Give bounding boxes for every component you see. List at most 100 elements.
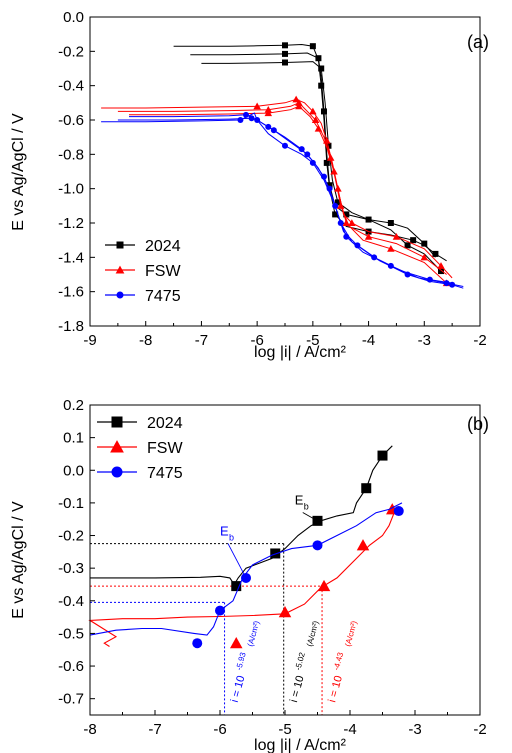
panel-b-x-tick-label: -6 [213, 721, 226, 738]
panel-a-series-2024-point [365, 216, 372, 223]
panel-a-series-7475-point [237, 117, 244, 123]
panel-b-series-7475-point [215, 605, 225, 616]
panel-a-series-7475-point [443, 280, 450, 287]
panel-a-legend-label: 7475 [145, 288, 181, 305]
panel-a-series-FSW-point [326, 154, 335, 161]
panel-b-current-label: i = 10 -4.43 (A/cm²) [326, 620, 359, 704]
panel-a-x-tick-label: -7 [195, 332, 208, 349]
panel-a-y-tick-label: -1.6 [58, 284, 84, 301]
panel-a-y-tick-label: -1.8 [58, 318, 84, 335]
panel-a-series-7475-point [321, 173, 327, 180]
panel-a-y-tick-label: -0.2 [58, 43, 84, 60]
panel-b-eb-subscript: b [229, 533, 234, 543]
panel-a-series-2024-point [282, 50, 288, 57]
panel-a-series-FSW-point [330, 167, 338, 175]
panel-b-current-base: i = 10 [288, 674, 307, 703]
panel-b-series-2024-point [231, 581, 242, 592]
panel-a-legend-label: FSW [145, 263, 181, 280]
panel-a-series-FSW-point [253, 102, 261, 110]
panel-a-x-tick-label: -3 [418, 332, 431, 349]
panel-b-current-base: i = 10 [229, 674, 248, 703]
panel-a-y-tick-label: -0.4 [58, 78, 84, 95]
panel-b-current-label: i = 10 -5.02 (A/cm²) [288, 620, 321, 704]
panel-b-y-tick-label: -0.2 [58, 528, 84, 545]
panel-b-series-FSW-point [230, 636, 243, 649]
panel-a-series-7475-point [282, 142, 288, 149]
panel-a-legend-marker [116, 241, 124, 249]
panel-b-current-unit: (A/cm²) [343, 620, 359, 648]
panel-b-series-2024-point [361, 483, 372, 494]
panel-a-legend-marker [116, 291, 124, 299]
panel-b-guide-lines [90, 543, 323, 715]
panel-a-series-2024-point [318, 65, 325, 72]
panel-a-series-FSW-point [364, 232, 373, 240]
panel-a-series-7475-curve [117, 117, 464, 287]
panel-b-series-7475-point [393, 506, 404, 517]
panel-b-legend-label: 2024 [147, 415, 183, 432]
panel-b-eb-arrow [227, 543, 247, 579]
panel-b-ticks: -8 -7 -6 -5 -4 -3 -2 0.2 0.1 0.0 -0.1 -0.2 -0.3 -0.4 -… [58, 397, 487, 738]
panel-a-y-tick-label: -1.2 [58, 215, 84, 232]
panel-b-legend-label: FSW [147, 440, 183, 457]
panel-b-current-unit: (A/cm²) [246, 620, 262, 648]
panel-b-series-FSW-point [356, 539, 370, 551]
panel-a-y-tick-label: 0.0 [63, 9, 84, 26]
panel-a-series-7475-point [304, 151, 311, 158]
panel-b-x-tick-label: -8 [83, 721, 96, 738]
panel-a-series-FSW-point [314, 124, 323, 132]
panel-b-marks [88, 445, 404, 649]
panel-a-x-tick-label: -8 [139, 332, 152, 349]
panel-b-x-tick-label: -2 [473, 721, 486, 738]
panel-b-series-2024-point [377, 450, 388, 461]
panel-a-series-2024-point [315, 55, 322, 62]
panel-b-x-tick-label: -5 [278, 721, 291, 738]
panel-b-current-exponent: -5.02 [293, 651, 307, 671]
panel-a-marks [101, 42, 464, 289]
panel-a-y-tick-label: -1.4 [58, 249, 84, 266]
panel-b-series-7475-point [192, 638, 203, 649]
panel-a-series-FSW-curve [129, 105, 447, 284]
panel-a-series-FSW-point [387, 245, 395, 252]
panel-b-label: (b) [467, 414, 489, 434]
panel-a-series-2024-point [334, 199, 341, 206]
panel-a-y-tick-label: -1.0 [58, 181, 84, 198]
panel-b-current-unit: (A/cm²) [305, 620, 321, 648]
panel-b-y-tick-label: -0.7 [58, 691, 84, 708]
panel-a-ticks: -9 -8 -7 -6 -5 -4 -3 -2 0.0 -0.2 -0.4 -0.6 -0.8 -1.0 -… [58, 9, 487, 349]
panel-a-series-7475-point [426, 276, 433, 283]
panel-b-x-axis-label: log |i| / A/cm² [254, 737, 347, 753]
panel-a-x-axis-label: log |i| / A/cm² [254, 344, 347, 361]
panel-b-legend-marker [110, 440, 124, 453]
panel-b-eb-subscript: b [304, 502, 309, 512]
panel-a-series-2024-point [326, 182, 333, 189]
panel-b-y-tick-label: -0.1 [58, 495, 84, 512]
panel-b-y-tick-label: 0.0 [63, 462, 84, 479]
panel-a-series-FSW-point [295, 102, 303, 110]
panel-a-series-FSW-point [264, 105, 273, 113]
panel-a-series-FSW-point [309, 107, 317, 115]
panel-a-series-2024-point [318, 82, 325, 89]
panel-a-series-FSW-point [348, 219, 356, 226]
panel-a-series-2024-point [438, 268, 444, 275]
panel-b-y-tick-label: 0.1 [63, 430, 84, 447]
panel-b-y-tick-label: -0.5 [58, 625, 84, 642]
panel-a-series-7475-point [371, 254, 378, 261]
panel-a-legend-marker [115, 265, 125, 274]
panel-a-series-FSW-point [264, 109, 273, 117]
panel-b-x-tick-label: -7 [148, 721, 161, 738]
panel-a-x-tick-label: -2 [473, 332, 486, 349]
panel-a-y-axis-label: E vs Ag/AgCl / V [10, 113, 27, 231]
panel-a: -9 -8 -7 -6 -5 -4 -3 -2 0.0 -0.2 -0.4 -0.6 -0.8 -1.0 -… [10, 9, 489, 361]
panel-a-series-2024-point [309, 43, 316, 50]
panel-b-current-exponent: -4.43 [332, 651, 346, 671]
panel-a-series-FSW-point [292, 95, 300, 103]
panel-a-series-2024-curve [173, 43, 447, 262]
panel-a-series-2024-point [282, 42, 288, 49]
panel-a-series-2024-point [321, 108, 327, 115]
panel-b-y-tick-label: -0.3 [58, 560, 84, 577]
panel-a-series-FSW-point [295, 99, 303, 106]
panel-a-series-2024-point [387, 220, 394, 226]
panel-a-x-tick-label: -6 [250, 332, 263, 349]
panel-b: -8 -7 -6 -5 -4 -3 -2 0.2 0.1 0.0 -0.1 -0.2 -0.3 -0.4 -… [10, 397, 489, 753]
panel-a-series-2024-curve [201, 61, 442, 272]
